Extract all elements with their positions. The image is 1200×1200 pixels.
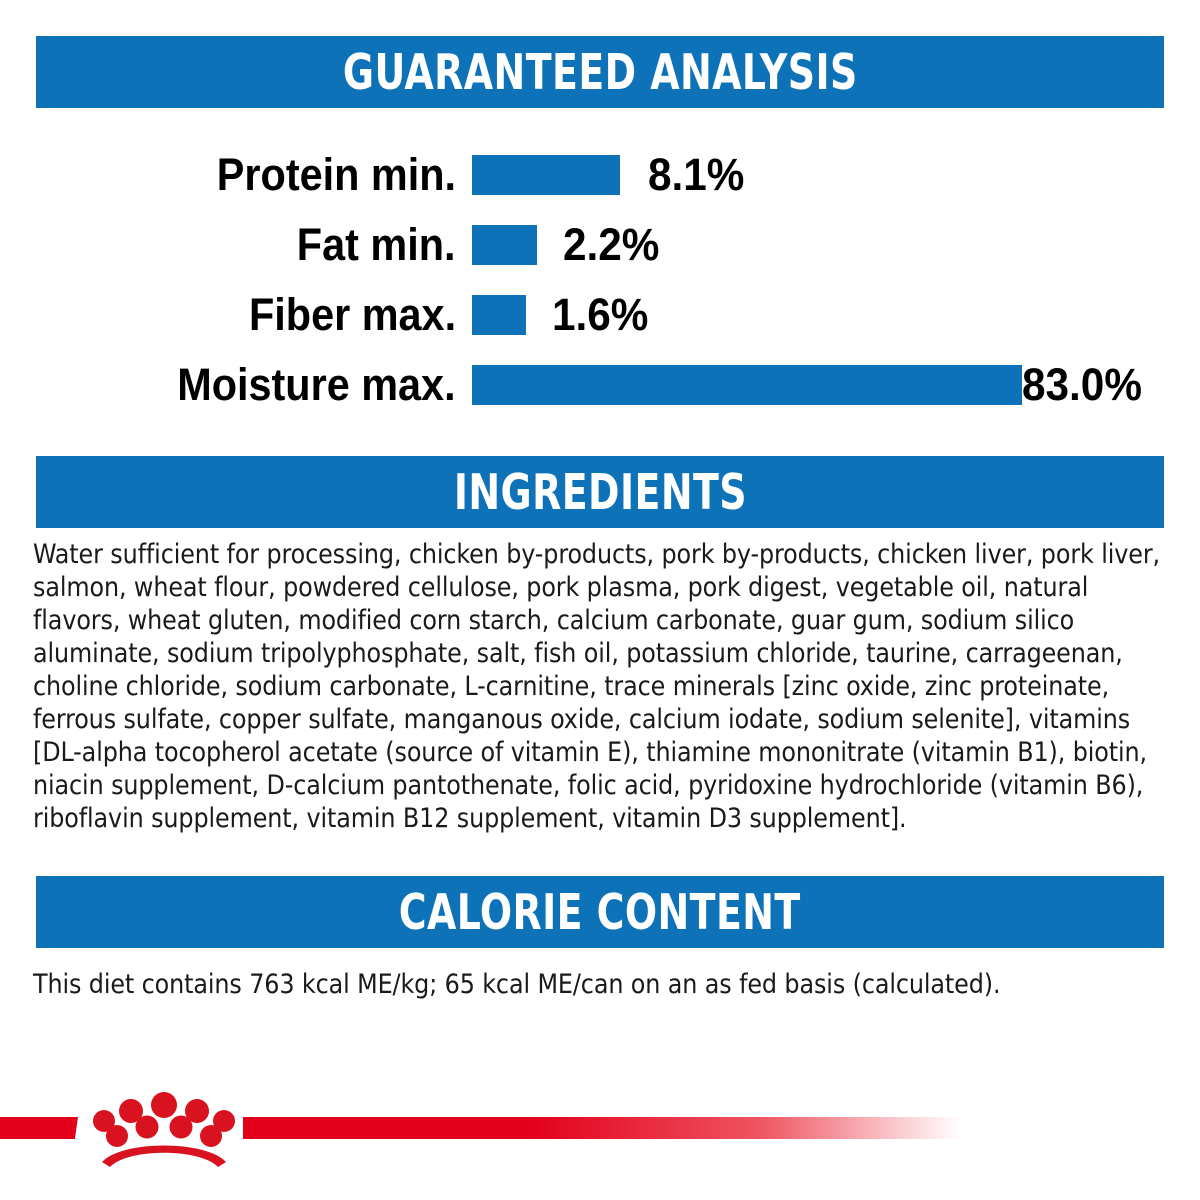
footer-stripe-right — [243, 1117, 960, 1139]
calorie-content-header: CALORIE CONTENT — [36, 876, 1164, 948]
nutrient-value-protein: 8.1% — [648, 149, 745, 200]
ingredients-header-label: INGREDIENTS — [453, 463, 747, 521]
guaranteed-analysis-row: Moisture max. 83.0% — [0, 350, 1200, 420]
footer-stripe-left — [0, 1117, 78, 1139]
calorie-content-body-text: This diet contains 763 kcal ME/kg; 65 kc… — [33, 969, 1001, 1000]
guaranteed-analysis-header: GUARANTEED ANALYSIS — [36, 36, 1164, 108]
ingredients-body-text: Water sufficient for processing, chicken… — [33, 539, 1160, 834]
brand-footer — [0, 1090, 1200, 1200]
calorie-content-header-label: CALORIE CONTENT — [398, 883, 801, 941]
nutrient-bar-fiber — [472, 295, 526, 335]
nutrient-value-fat: 2.2% — [563, 219, 660, 270]
guaranteed-analysis-row: Fiber max. 1.6% — [0, 280, 1200, 350]
nutrient-bar-moisture — [472, 365, 1022, 405]
nutrient-value-moisture: 83.0% — [1022, 359, 1142, 410]
guaranteed-analysis-row: Fat min. 2.2% — [0, 210, 1200, 280]
nutrient-label-protein: Protein min. — [216, 149, 456, 200]
guaranteed-analysis-header-label: GUARANTEED ANALYSIS — [342, 43, 858, 101]
nutrient-label-moisture: Moisture max. — [177, 359, 456, 410]
nutrient-bar-fat — [472, 225, 537, 265]
guaranteed-analysis-chart: Protein min. 8.1% Fat min. 2.2% Fiber ma… — [0, 140, 1200, 420]
nutrient-label-fat: Fat min. — [297, 219, 456, 270]
guaranteed-analysis-row: Protein min. 8.1% — [0, 140, 1200, 210]
nutrient-label-fiber: Fiber max. — [248, 289, 456, 340]
nutrient-value-fiber: 1.6% — [552, 289, 649, 340]
royal-canin-crown-icon — [93, 1092, 235, 1167]
ingredients-header: INGREDIENTS — [36, 456, 1164, 528]
nutrient-bar-protein — [472, 155, 620, 195]
